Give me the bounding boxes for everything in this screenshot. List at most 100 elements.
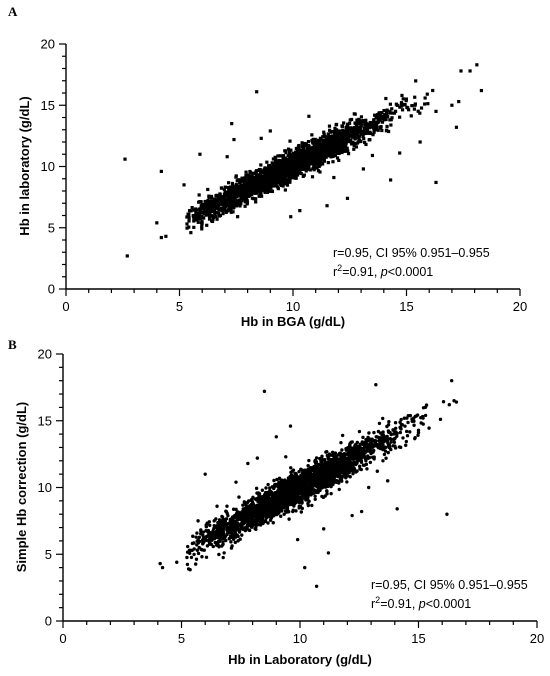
panel-a-point (331, 160, 335, 164)
panel-b-point (213, 540, 217, 545)
panel-b-point (242, 500, 247, 504)
panel-a-ticks (59, 43, 521, 296)
panel-a-point (272, 173, 276, 178)
panel-a-point (251, 191, 256, 195)
panel-a-point (308, 149, 312, 153)
panel-a-point (309, 146, 314, 150)
panel-a-point (333, 137, 338, 141)
panel-a-point (359, 125, 363, 129)
panel-a-point (215, 217, 219, 221)
panel-a-point (308, 153, 312, 158)
panel-a-point (287, 177, 291, 181)
panel-a-point (318, 152, 323, 156)
panel-b-point (251, 505, 256, 510)
panel-b-points (158, 379, 459, 588)
panel-a-point (310, 175, 315, 179)
panel-a-point (289, 165, 294, 169)
panel-a-point (350, 129, 354, 133)
panel-b-point (195, 548, 200, 552)
panel-a-point (222, 188, 226, 192)
panel-a-point (192, 219, 196, 223)
panel-a-outlier-point (434, 180, 438, 185)
panel-a-point (207, 217, 212, 221)
panel-a-point (238, 204, 242, 208)
panel-a-point (328, 150, 332, 154)
panel-a-point (230, 200, 234, 205)
panel-a-point (296, 153, 300, 158)
panel-b-point (197, 545, 201, 550)
panel-a-outlier-point (454, 125, 459, 129)
panel-b-point (324, 450, 328, 454)
panel-b-point (297, 469, 301, 474)
panel-a-point (208, 211, 212, 215)
panel-a-point (244, 188, 248, 192)
panel-b-point (195, 531, 199, 535)
panel-b-point (400, 423, 405, 427)
panel-a-point (346, 126, 351, 130)
panel-a-point (270, 169, 274, 173)
panel-a-point (334, 135, 338, 139)
panel-a-point (276, 160, 280, 164)
panel-a-point (229, 195, 233, 199)
panel-b-point (388, 445, 392, 449)
panel-b-point (377, 421, 382, 426)
panel-a-outlier-point (400, 93, 404, 98)
panel-a-point (312, 164, 317, 168)
panel-a-point (260, 194, 264, 198)
panel-a-point (247, 177, 251, 181)
panel-b-point (194, 535, 198, 539)
panel-b-point (314, 480, 319, 484)
panel-a-point (324, 138, 328, 142)
panel-a-point (238, 181, 242, 185)
panel-a-point (254, 172, 258, 176)
panel-a-point (278, 177, 283, 182)
panel-a-outlier-point (289, 215, 293, 219)
panel-b-point (391, 444, 395, 448)
panel-a-point (203, 204, 208, 209)
panel-a-x-tick-label: 15 (399, 299, 413, 314)
panel-b-point (384, 456, 388, 460)
panel-b-point (292, 498, 296, 503)
panel-a-outlier-point (307, 114, 311, 118)
panel-a-point (412, 107, 417, 111)
panel-a-point (291, 156, 295, 161)
panel-a-point (187, 225, 191, 229)
panel-a-point (197, 200, 201, 204)
panel-b-point (254, 527, 258, 531)
panel-a-point (270, 180, 274, 184)
panel-a-point (221, 201, 225, 205)
panel-a-point (393, 109, 398, 113)
panel-a-point (364, 142, 368, 147)
panel-a-point (246, 183, 250, 187)
panel-a-point (340, 150, 344, 155)
panel-a-point (245, 198, 249, 202)
panel-a-point (258, 183, 262, 187)
panel-a-point (289, 170, 293, 174)
panel-a-point (414, 79, 418, 83)
panel-a-point (279, 183, 283, 187)
panel-a-point (332, 147, 336, 151)
panel-a-point (296, 150, 300, 154)
panel-a-point (281, 178, 285, 182)
panel-a-point (245, 186, 249, 190)
panel-a-letter: A (8, 4, 18, 19)
panel-a-point (248, 183, 253, 187)
panel-a-point (302, 161, 306, 165)
panel-a-point (226, 185, 230, 190)
panel-a-point (257, 194, 261, 198)
panel-a-point (307, 164, 311, 169)
panel-b-point (200, 555, 204, 559)
panel-a-point (262, 181, 266, 185)
panel-a-point (313, 137, 317, 142)
panel-a-point (340, 124, 344, 128)
panel-a-point (315, 160, 319, 164)
panel-a-point (358, 139, 363, 144)
panel-a-point (292, 168, 297, 172)
panel-a-y-tick-label: 0 (48, 282, 55, 297)
panel-a-outlier-point (189, 231, 193, 235)
panel-a-point (337, 146, 342, 150)
panel-b-point (294, 475, 298, 479)
panel-b-point (388, 436, 392, 441)
panel-a-point (309, 162, 314, 166)
